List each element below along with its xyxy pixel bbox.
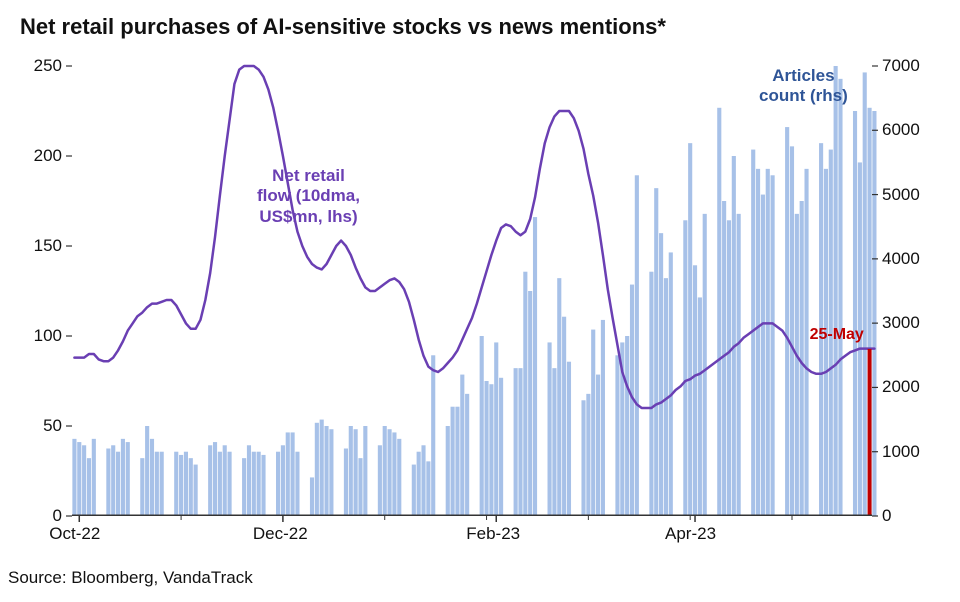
x-tick-label: Feb-23 bbox=[466, 524, 520, 544]
y1-tick-label: 200 bbox=[34, 146, 62, 166]
y1-tick-label: 250 bbox=[34, 56, 62, 76]
x-tick-label: Dec-22 bbox=[253, 524, 308, 544]
chart-source: Source: Bloomberg, VandaTrack bbox=[8, 568, 253, 588]
x-tick-label: Oct-22 bbox=[49, 524, 100, 544]
y1-tick-label: 0 bbox=[53, 506, 62, 526]
y2-tick-label: 0 bbox=[882, 506, 891, 526]
y2-tick-label: 4000 bbox=[882, 249, 920, 269]
x-tick-label: Apr-23 bbox=[665, 524, 716, 544]
y2-tick-label: 1000 bbox=[882, 442, 920, 462]
y2-tick-label: 6000 bbox=[882, 120, 920, 140]
plot-area: Net retailflow (10dma,US$mn, lhs) Articl… bbox=[72, 66, 872, 516]
y1-tick-label: 100 bbox=[34, 326, 62, 346]
plot-svg bbox=[72, 66, 872, 516]
marker-date-label: 25-May bbox=[810, 325, 864, 344]
chart-title: Net retail purchases of AI-sensitive sto… bbox=[20, 14, 666, 40]
y2-tick-label: 3000 bbox=[882, 313, 920, 333]
line-series-label: Net retailflow (10dma,US$mn, lhs) bbox=[257, 166, 360, 227]
bars-series-label: Articlescount (rhs) bbox=[759, 66, 848, 107]
y1-tick-label: 150 bbox=[34, 236, 62, 256]
chart-root: Net retail purchases of AI-sensitive sto… bbox=[0, 0, 960, 602]
y2-tick-label: 2000 bbox=[882, 377, 920, 397]
y1-tick-label: 50 bbox=[43, 416, 62, 436]
y2-tick-label: 5000 bbox=[882, 185, 920, 205]
y2-tick-label: 7000 bbox=[882, 56, 920, 76]
